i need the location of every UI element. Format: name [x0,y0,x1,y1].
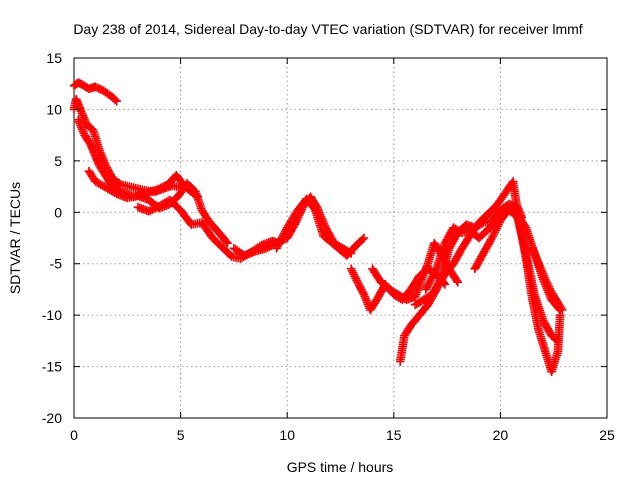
y-tick-label: 0 [54,204,62,220]
x-tick-label: 5 [177,427,185,443]
axis-ticks: 0 5 10 15 20 25 15 10 5 0 -5 -10 -15 -20 [42,50,615,443]
y-tick-label: -10 [42,307,62,323]
data-point-marker [555,310,565,320]
data-point-marker [221,237,231,246]
chart-title: Day 238 of 2014, Sidereal Day-to-day VTE… [73,21,582,37]
x-tick-label: 0 [70,427,78,443]
y-tick-label: 15 [46,50,62,66]
data-point-marker [453,277,463,287]
data-point-marker [110,95,120,105]
data-point-marker [112,96,121,106]
series-track-1 [69,78,121,106]
y-tick-label: -15 [42,359,62,375]
series-track-5 [133,195,283,263]
x-tick-label: 20 [493,427,509,443]
y-tick-label: 5 [54,153,62,169]
series-track-7 [272,194,369,260]
series-track-10 [395,177,518,366]
data-point-marker [359,233,369,243]
y-tick-label: -20 [42,410,62,426]
series-track-11 [410,199,527,310]
series-track-15 [528,243,567,315]
series-track-14 [508,179,565,377]
series-track-3 [73,115,202,202]
y-tick-label: -5 [50,256,63,272]
x-tick-label: 15 [386,427,402,443]
y-tick-label: 10 [46,101,62,117]
plot-frame [73,57,608,419]
data-point-marker [557,305,567,315]
y-axis-label: SDTVAR / TECUs [7,182,23,294]
x-axis-label: GPS time / hours [287,459,394,475]
plot-area-border [73,57,608,419]
x-tick-label: 25 [599,427,615,443]
data-point-marker [223,238,232,248]
data-series [69,78,567,377]
x-tick-label: 10 [279,427,295,443]
series-track-4 [84,166,232,248]
data-point-marker [358,235,367,244]
